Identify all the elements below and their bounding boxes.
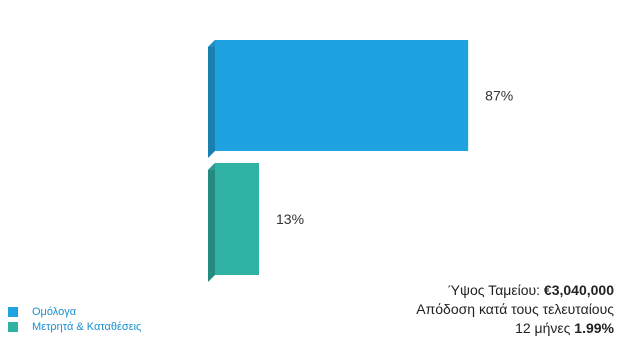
fund-size-label: Ύψος Ταμείου: xyxy=(448,282,541,298)
bar-cash-deposits xyxy=(215,163,259,275)
return-line2: 12 μήνες 1.99% xyxy=(416,319,614,338)
return-label-line2: 12 μήνες xyxy=(515,320,571,336)
bar-bonds xyxy=(215,40,469,151)
value-label-cash-deposits: 13% xyxy=(276,211,304,227)
legend-label-cash-deposits: Μετρητά & Καταθέσεις xyxy=(32,320,142,333)
value-label-bonds: 87% xyxy=(485,88,513,104)
fund-info: Ύψος Ταμείου: €3,040,000 Απόδοση κατά το… xyxy=(416,281,614,338)
legend: Ομόλογα Μετρητά & Καταθέσεις xyxy=(8,304,141,334)
fund-size-value: €3,040,000 xyxy=(543,282,614,298)
bar-side-bonds xyxy=(208,40,215,158)
legend-item-bonds: Ομόλογα xyxy=(8,304,141,319)
fund-size-line: Ύψος Ταμείου: €3,040,000 xyxy=(416,281,614,300)
return-value: 1.99% xyxy=(574,320,614,336)
return-label-line1: Απόδοση κατά τους τελευταίους xyxy=(416,301,614,317)
bar-side-cash-deposits xyxy=(208,163,215,282)
legend-swatch-bonds xyxy=(8,306,18,317)
legend-label-bonds: Ομόλογα xyxy=(32,305,77,318)
legend-swatch-cash-deposits xyxy=(8,321,18,332)
legend-item-cash-deposits: Μετρητά & Καταθέσεις xyxy=(8,319,141,334)
